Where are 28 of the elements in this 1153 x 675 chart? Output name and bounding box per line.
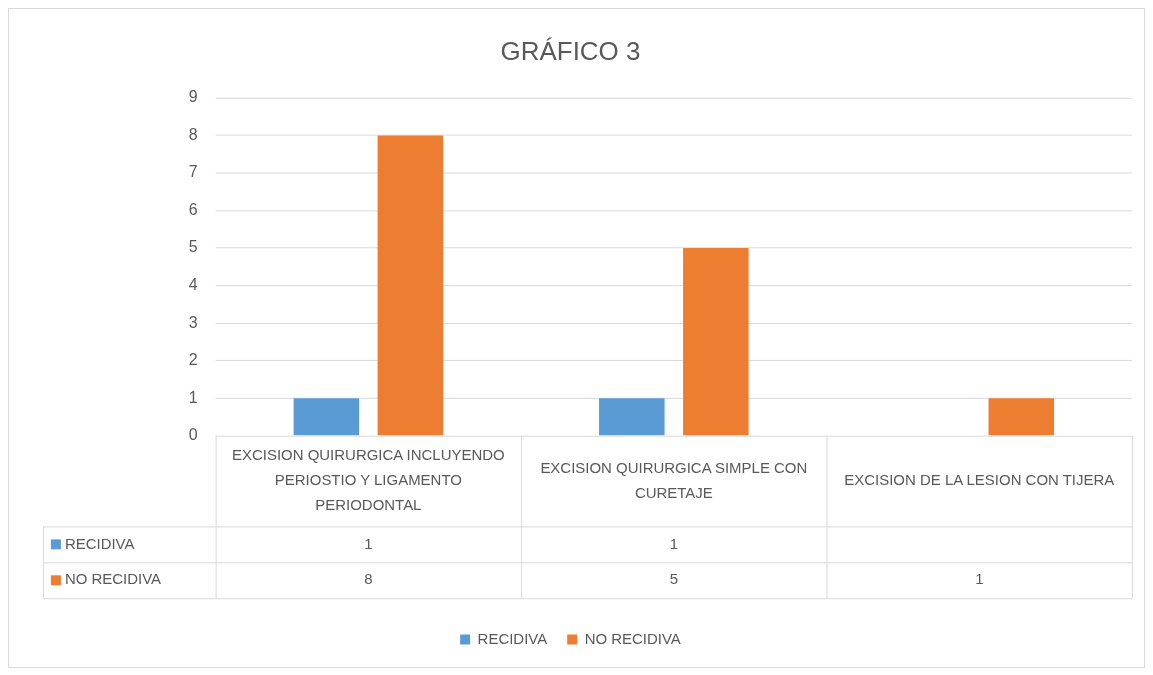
data-label: 5 [669, 570, 678, 588]
bar [377, 135, 444, 436]
y-tick-label: 8 [188, 125, 198, 143]
y-tick-label: 1 [188, 388, 198, 406]
data-label: 8 [364, 570, 373, 588]
data-label: 1 [364, 534, 373, 552]
y-tick-label: 5 [188, 238, 198, 256]
data-label: 1 [669, 534, 678, 552]
x-tick-label: EXCISION QUIRURGICA SIMPLE CON CURETAJE [540, 458, 808, 501]
y-tick-label: 0 [188, 426, 198, 444]
chart-title: GRÁFICO 3 [500, 36, 641, 65]
bar [293, 398, 360, 436]
y-tick-label: 3 [188, 313, 198, 331]
bar [599, 398, 665, 436]
y-tick-label: 2 [188, 351, 198, 369]
y-tick-label: 6 [188, 200, 198, 218]
bar [988, 398, 1055, 436]
bar [683, 248, 749, 436]
y-tick-label: 4 [188, 275, 198, 293]
text: RECIDIVA [477, 629, 548, 647]
text: NO RECIDIVA [64, 570, 162, 588]
x-tick-label: EXCISION DE LA LESION CON TIJERA [844, 471, 1115, 489]
y-tick-label: 9 [188, 88, 198, 106]
legend-label: RECIDIVA [64, 534, 135, 552]
legend-label: NO RECIDIVA [584, 629, 681, 647]
x-tick-label: EXCISION QUIRURGICA INCLUYENDO PERIOSTIO Y LIGAMENTO PERIODONTAL [232, 446, 505, 514]
data-label: 1 [975, 570, 984, 588]
y-tick-label: 7 [188, 163, 198, 181]
